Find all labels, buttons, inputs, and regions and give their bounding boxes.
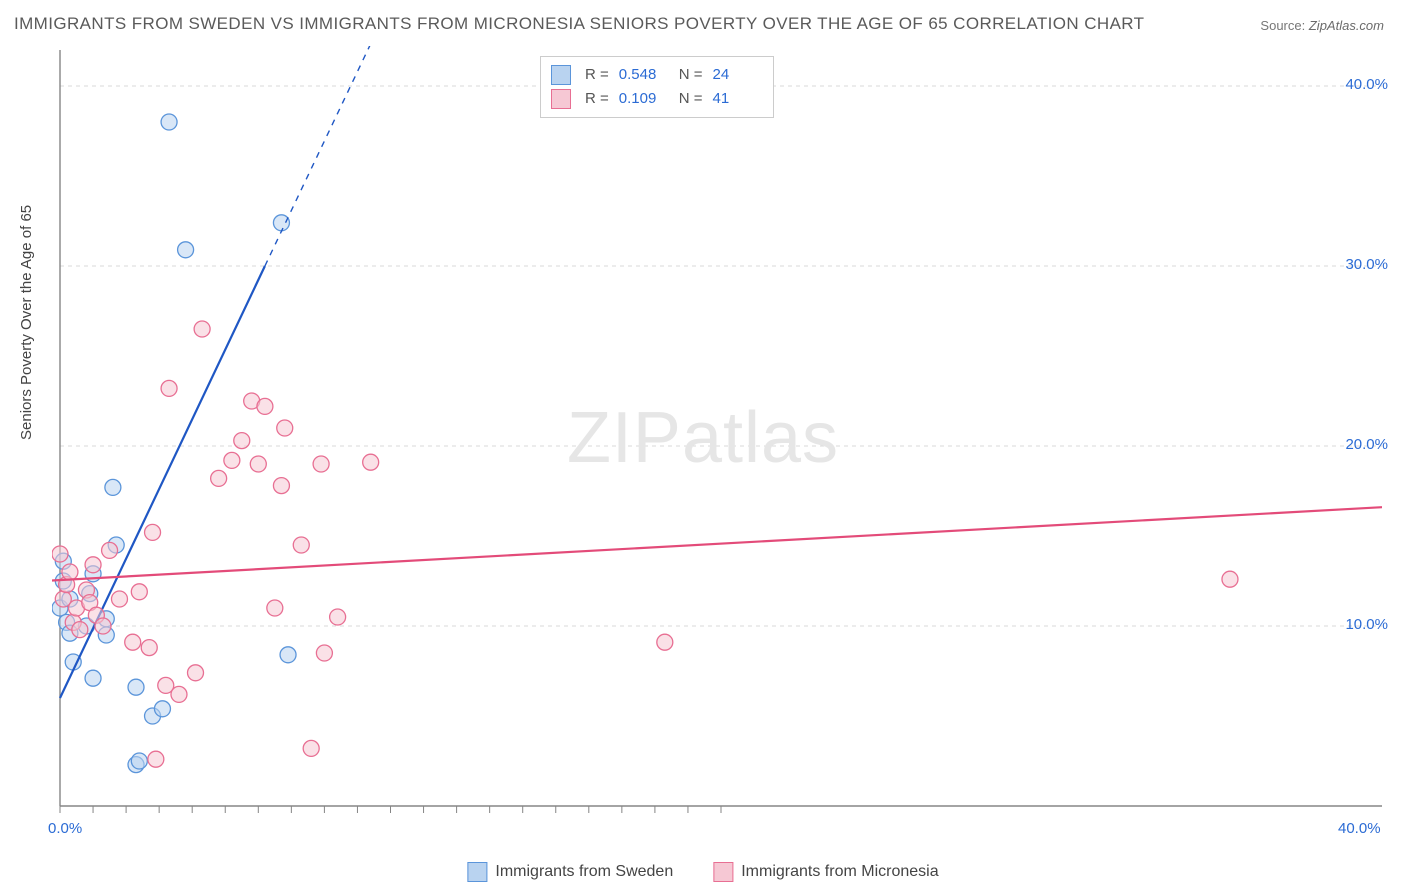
legend-item-sweden: Immigrants from Sweden xyxy=(467,862,673,882)
n-label: N = xyxy=(679,87,703,111)
source-attribution: Source: ZipAtlas.com xyxy=(1260,18,1384,33)
source-value: ZipAtlas.com xyxy=(1309,18,1384,33)
correlation-legend: R = 0.548 N = 24 R = 0.109 N = 41 xyxy=(540,56,774,118)
swatch-micronesia xyxy=(713,862,733,882)
y-tick-label: 40.0% xyxy=(1345,76,1388,93)
r-value-sweden: 0.548 xyxy=(619,63,665,87)
legend-row-micronesia: R = 0.109 N = 41 xyxy=(551,87,759,111)
swatch-sweden xyxy=(467,862,487,882)
chart-area xyxy=(52,46,1386,838)
x-tick-label: 0.0% xyxy=(48,820,82,837)
source-label: Source: xyxy=(1260,18,1305,33)
y-tick-label: 20.0% xyxy=(1345,436,1388,453)
chart-title: IMMIGRANTS FROM SWEDEN VS IMMIGRANTS FRO… xyxy=(14,14,1144,34)
n-label: N = xyxy=(679,63,703,87)
legend-item-micronesia: Immigrants from Micronesia xyxy=(713,862,938,882)
y-axis-label: Seniors Poverty Over the Age of 65 xyxy=(18,205,35,440)
n-value-sweden: 24 xyxy=(713,63,759,87)
n-value-micronesia: 41 xyxy=(713,87,759,111)
x-tick-label: 40.0% xyxy=(1338,820,1381,837)
scatter-chart xyxy=(52,46,1386,838)
series-legend: Immigrants from Sweden Immigrants from M… xyxy=(467,862,938,882)
legend-label-sweden: Immigrants from Sweden xyxy=(495,863,673,881)
swatch-micronesia xyxy=(551,89,571,109)
legend-label-micronesia: Immigrants from Micronesia xyxy=(741,863,938,881)
r-label: R = xyxy=(585,87,609,111)
swatch-sweden xyxy=(551,65,571,85)
y-tick-label: 30.0% xyxy=(1345,256,1388,273)
y-tick-label: 10.0% xyxy=(1345,616,1388,633)
legend-row-sweden: R = 0.548 N = 24 xyxy=(551,63,759,87)
r-value-micronesia: 0.109 xyxy=(619,87,665,111)
r-label: R = xyxy=(585,63,609,87)
